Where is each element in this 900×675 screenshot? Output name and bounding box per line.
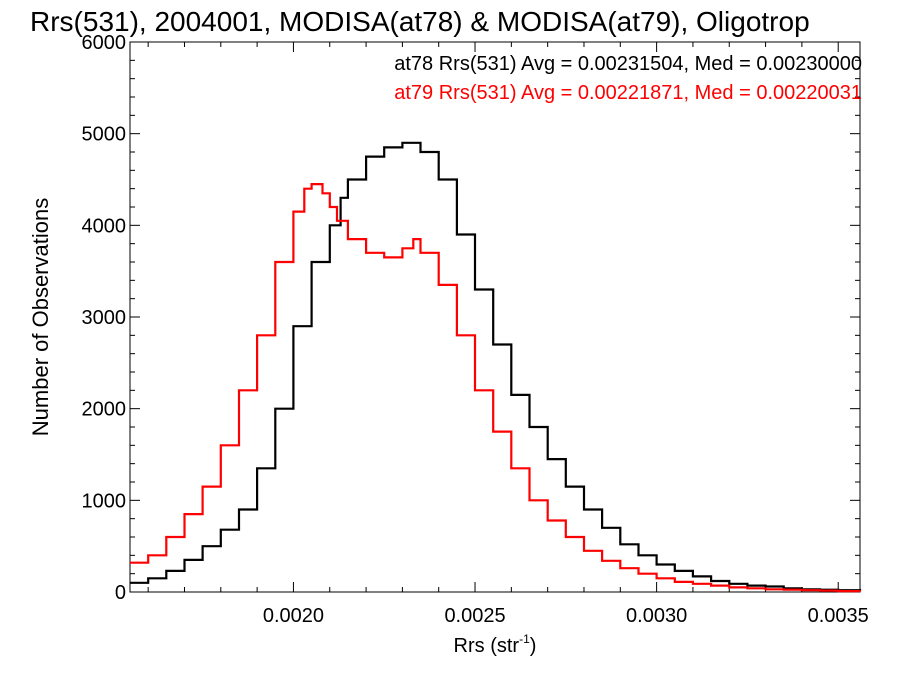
x-tick-label: 0.0030	[626, 605, 687, 627]
legend-stats-at78: at78 Rrs(531) Avg = 0.00231504, Med = 0.…	[394, 53, 862, 75]
x-axis-label-main: Rrs (str	[454, 635, 520, 657]
x-tick-label: 0.0020	[263, 605, 324, 627]
series-line-at78	[130, 141, 862, 592]
axes-frame	[129, 41, 861, 593]
plot-area	[130, 141, 862, 593]
x-tick-label: 0.0035	[808, 605, 869, 627]
series-line-at79	[130, 183, 862, 593]
y-tick-label: 4000	[82, 215, 127, 237]
y-tick-label: 3000	[82, 307, 127, 329]
y-tick-label: 0	[115, 582, 126, 604]
tick-labels: 0 1000 2000 3000 4000 5000 6000 0.0020 0.0025 0.0…	[82, 32, 869, 627]
y-axis-label: Number of Observations	[28, 198, 53, 436]
x-axis-label-superscript: -1	[519, 632, 530, 646]
y-tick-label: 2000	[82, 399, 127, 421]
legend-stats-at79: at79 Rrs(531) Avg = 0.00221871, Med = 0.…	[394, 82, 862, 104]
x-axis-label-close: )	[530, 635, 537, 657]
x-tick-label: 0.0025	[444, 605, 505, 627]
y-tick-label: 1000	[82, 490, 127, 512]
y-tick-label: 5000	[82, 124, 127, 146]
chart-title: Rrs(531), 2004001, MODISA(at78) & MODISA…	[30, 6, 810, 37]
x-axis-label: Rrs (str-1)	[454, 632, 537, 657]
y-tick-label: 6000	[82, 32, 127, 54]
